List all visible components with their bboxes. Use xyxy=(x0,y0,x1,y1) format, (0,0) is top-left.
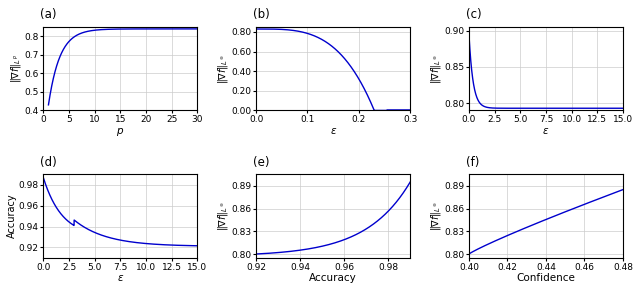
Y-axis label: $\|\nabla f\|_{L^p}$: $\|\nabla f\|_{L^p}$ xyxy=(9,54,22,83)
Text: (a): (a) xyxy=(40,8,57,21)
Text: (b): (b) xyxy=(253,8,270,21)
X-axis label: $p$: $p$ xyxy=(116,126,124,138)
Text: (e): (e) xyxy=(253,156,269,168)
Text: (c): (c) xyxy=(466,8,481,21)
X-axis label: $\epsilon$: $\epsilon$ xyxy=(116,273,124,283)
X-axis label: $\epsilon$: $\epsilon$ xyxy=(330,126,337,136)
Text: (f): (f) xyxy=(466,156,479,168)
Y-axis label: $\|\nabla f\|_{L^\infty}$: $\|\nabla f\|_{L^\infty}$ xyxy=(429,201,443,231)
Y-axis label: Accuracy: Accuracy xyxy=(7,194,17,238)
X-axis label: Accuracy: Accuracy xyxy=(309,273,357,283)
Y-axis label: $\|\nabla f\|_{L^\infty}$: $\|\nabla f\|_{L^\infty}$ xyxy=(216,201,230,231)
X-axis label: Confidence: Confidence xyxy=(516,273,575,283)
Y-axis label: $\|\nabla f\|_{L^\infty}$: $\|\nabla f\|_{L^\infty}$ xyxy=(429,54,443,84)
Text: (d): (d) xyxy=(40,156,57,168)
X-axis label: $\epsilon$: $\epsilon$ xyxy=(542,126,550,136)
Y-axis label: $\|\nabla f\|_{L^\infty}$: $\|\nabla f\|_{L^\infty}$ xyxy=(216,54,230,84)
